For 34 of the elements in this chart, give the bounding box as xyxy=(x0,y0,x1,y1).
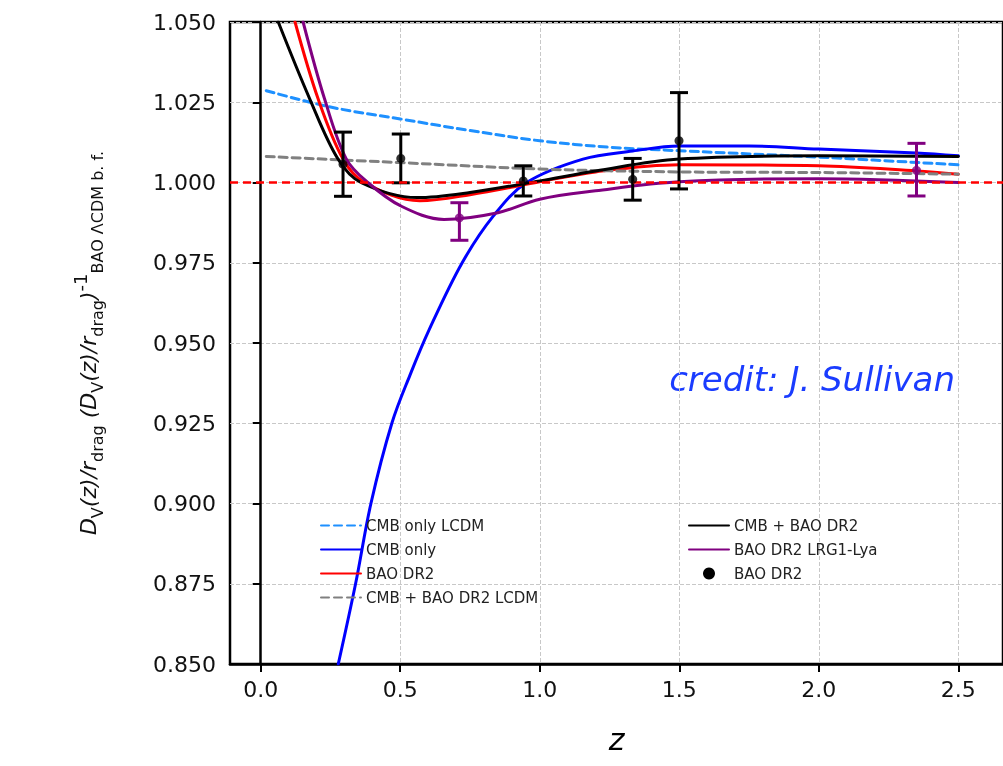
legend-label: CMB + BAO DR2 LCDM xyxy=(366,588,539,607)
x-axis-title: z xyxy=(607,721,626,757)
point xyxy=(338,159,348,169)
legend-label: BAO DR2 xyxy=(366,564,435,583)
point xyxy=(518,176,528,186)
point xyxy=(396,153,406,163)
legend-label: CMB only xyxy=(366,540,437,559)
text: DV(z)/rdrag (DV(z)/rdrag)-1BAO ΛCDM b. f. xyxy=(69,150,107,536)
point xyxy=(454,213,464,223)
legend-label: BAO DR2 xyxy=(734,564,803,583)
line-series xyxy=(264,89,960,167)
x-tick-label: 0.0 xyxy=(243,676,279,702)
y-tick-label: 0.850 xyxy=(153,651,216,677)
y-tick-label: 0.950 xyxy=(153,330,216,356)
y-tick-label: 1.050 xyxy=(153,9,216,35)
line-series xyxy=(264,155,960,176)
x-tick-label: 1.5 xyxy=(661,676,697,702)
point xyxy=(628,174,638,184)
y-tick-label: 0.875 xyxy=(153,571,216,597)
y-tick-label: 0.925 xyxy=(153,410,216,436)
y-tick-label: 0.975 xyxy=(153,250,216,276)
legend-label: CMB only LCDM xyxy=(366,516,485,535)
y-tick-label: 0.900 xyxy=(153,491,216,516)
x-tick-label: 1.0 xyxy=(522,676,558,702)
point xyxy=(912,165,921,175)
legend-label: CMB + BAO DR2 xyxy=(734,516,859,535)
point xyxy=(674,136,684,146)
legend-label: BAO DR2 LRG1-Lya xyxy=(734,540,878,559)
annotation: credit: J. Sullivan xyxy=(669,359,956,399)
x-tick-label: 2.5 xyxy=(940,676,976,702)
x-tick-label: 0.5 xyxy=(382,676,418,702)
x-tick-label: 2.0 xyxy=(801,676,837,702)
y-tick-label: 1.025 xyxy=(153,89,216,115)
y-tick-label: 1.000 xyxy=(153,170,216,195)
